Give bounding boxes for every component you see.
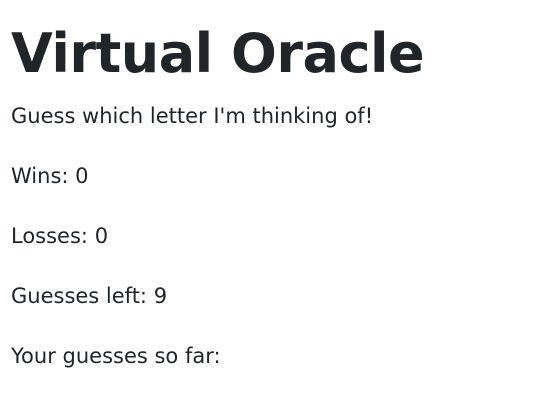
wins-value: 0 — [75, 164, 89, 188]
guesses-so-far-label: Your guesses so far: — [11, 344, 221, 368]
page-title: Virtual Oracle — [11, 22, 425, 85]
wins-label: Wins: — [11, 164, 69, 188]
guesses-left-stat: Guesses left: 9 — [11, 284, 167, 309]
guesses-so-far-stat: Your guesses so far: — [11, 344, 227, 369]
guesses-left-value: 9 — [153, 284, 168, 308]
losses-label: Losses: — [11, 224, 88, 248]
losses-stat: Losses: 0 — [11, 224, 108, 249]
guesses-left-label: Guesses left: — [11, 284, 148, 308]
instructions-text: Guess which letter I'm thinking of! — [11, 104, 374, 128]
losses-value: 0 — [94, 224, 109, 248]
wins-stat: Wins: 0 — [11, 164, 89, 189]
